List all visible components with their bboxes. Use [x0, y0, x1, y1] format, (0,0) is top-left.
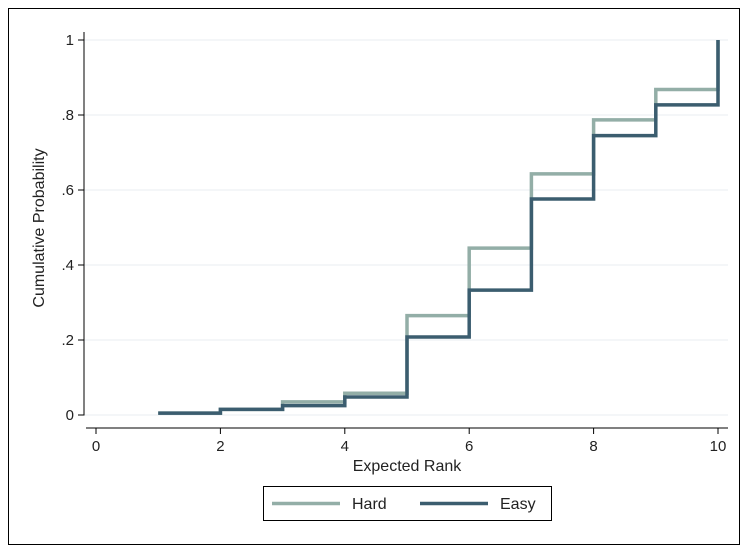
x-tick-label: 4 — [341, 438, 349, 455]
axis-layer: 0.2.4.6.810 2 4 6 8 10 — [61, 32, 728, 455]
x-tick-label: 10 — [710, 438, 727, 455]
series-layer — [158, 40, 720, 415]
y-tick-label: 1 — [66, 32, 74, 49]
x-tick-label: 6 — [465, 438, 473, 455]
series-line-easy — [158, 40, 720, 415]
y-tick-label: 0 — [66, 407, 74, 424]
legend-label-hard: Hard — [352, 496, 387, 513]
x-tick-label: 8 — [589, 438, 597, 455]
y-axis-title: Cumulative Probability — [31, 148, 48, 307]
legend-label-easy: Easy — [500, 496, 536, 513]
x-tick-label: 2 — [216, 438, 224, 455]
x-axis-title: Expected Rank — [353, 458, 463, 475]
grid-layer — [84, 39, 728, 416]
x-tick-label: 0 — [92, 438, 100, 455]
y-tick-label: .2 — [61, 332, 74, 349]
y-tick-label: .4 — [61, 257, 74, 274]
y-tick-label: .8 — [61, 107, 74, 124]
legend: Hard Easy — [263, 486, 552, 521]
chart-border — [8, 8, 740, 545]
y-tick-label: .6 — [61, 182, 74, 199]
